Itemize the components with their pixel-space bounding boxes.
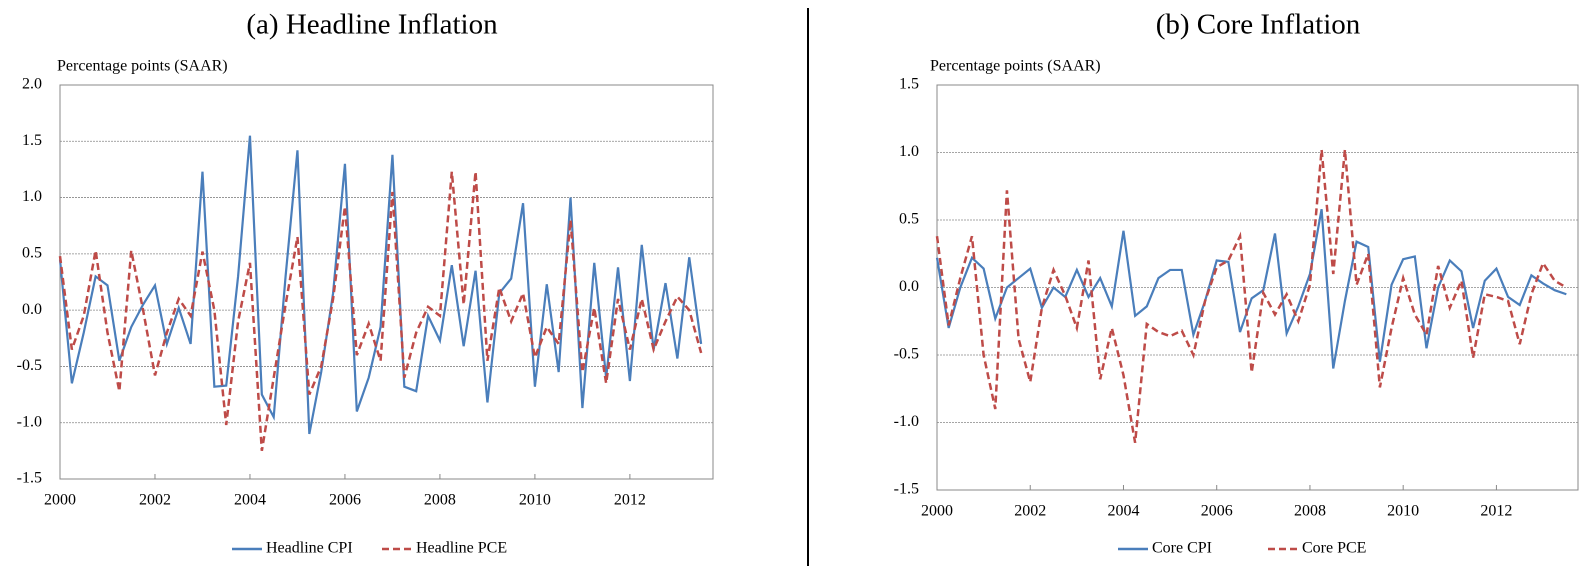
y-tick-label: 0.0 [22, 301, 42, 318]
y-tick-label: -0.5 [17, 357, 42, 374]
x-tick-label: 2006 [329, 492, 361, 509]
plot-frame [936, 84, 1579, 491]
x-tick-label: 2012 [1480, 503, 1512, 520]
y-tick-label: -0.5 [894, 346, 919, 363]
x-tick-label: 2008 [1294, 503, 1326, 520]
legend-label: Core PCE [1302, 540, 1366, 557]
x-tick-label: 2002 [1014, 503, 1046, 520]
x-tick-label: 2000 [921, 503, 953, 520]
y-tick-label: 1.0 [22, 188, 42, 205]
y-tick-label: -1.0 [17, 413, 42, 430]
series-line [58, 135, 703, 435]
legend-label: Headline CPI [266, 540, 353, 557]
x-tick-label: 2006 [1201, 503, 1233, 520]
legend-label: Headline PCE [416, 540, 507, 557]
x-tick-label: 2012 [614, 492, 646, 509]
y-tick-label: -1.5 [17, 470, 42, 487]
x-tick-label: 2010 [1387, 503, 1419, 520]
plot-frame [59, 84, 714, 480]
chart-title: (a) Headline Inflation [246, 9, 498, 41]
y-tick-label: 1.5 [22, 132, 42, 149]
y-tick-label: 0.5 [899, 211, 919, 228]
y-tick-label: 1.0 [899, 143, 919, 160]
y-tick-label: -1.0 [894, 413, 919, 430]
series-line [935, 149, 1567, 443]
x-tick-label: 2004 [1107, 503, 1139, 520]
y-tick-label: 0.5 [22, 245, 42, 262]
y-tick-label: -1.5 [894, 481, 919, 498]
y-tick-label: 0.0 [899, 278, 919, 295]
y-tick-label: 1.5 [899, 76, 919, 93]
legend-label: Core CPI [1152, 540, 1212, 557]
series-line [58, 171, 703, 452]
chart-title: (b) Core Inflation [1156, 9, 1361, 41]
x-tick-label: 2000 [44, 492, 76, 509]
y-axis-label: Percentage points (SAAR) [57, 58, 228, 75]
x-tick-label: 2008 [424, 492, 456, 509]
y-axis-label: Percentage points (SAAR) [930, 58, 1101, 75]
x-tick-label: 2010 [519, 492, 551, 509]
x-tick-label: 2004 [234, 492, 266, 509]
series-line [935, 209, 1567, 369]
y-tick-label: 2.0 [22, 76, 42, 93]
x-tick-label: 2002 [139, 492, 171, 509]
